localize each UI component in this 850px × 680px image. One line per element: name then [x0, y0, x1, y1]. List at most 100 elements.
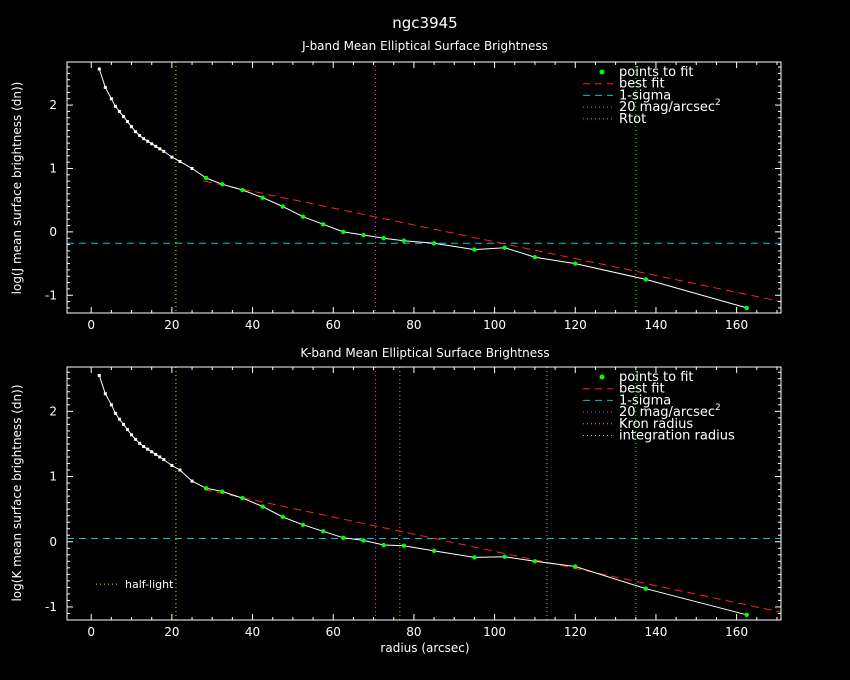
k-best-fit-line — [204, 489, 782, 613]
k-y-tick-label: -1 — [45, 600, 57, 614]
k-legend-label: best fit — [619, 382, 665, 397]
k-fit-point — [203, 486, 209, 491]
k-legend-label: integration radius — [619, 429, 735, 444]
k-fit-point — [401, 543, 407, 548]
k-profile-point — [103, 392, 107, 396]
j-profile-point — [170, 155, 174, 159]
k-legend-label: 20 mag/arcsec2 — [619, 403, 721, 420]
j-x-tick-label: 60 — [326, 318, 341, 332]
k-x-tick-label: 120 — [564, 625, 587, 639]
k-profile-point — [178, 468, 182, 472]
k-legend-label: 1-sigma — [619, 393, 671, 408]
j-fit-point — [341, 229, 346, 235]
j-legend-label: best fit — [619, 77, 665, 92]
k-fit-point — [300, 522, 306, 527]
k-fit-point — [573, 564, 578, 569]
j-x-tick-label: 40 — [245, 318, 260, 332]
j-profile-point — [103, 85, 107, 89]
j-x-tick-label: 160 — [725, 318, 748, 332]
k-half-light-label: half-light — [125, 578, 174, 591]
j-profile-point — [190, 166, 194, 170]
k-fit-point — [502, 554, 507, 559]
j-profile-point — [158, 147, 162, 151]
k-x-tick-label: 160 — [725, 625, 748, 639]
j-y-tick-label: 1 — [49, 161, 57, 175]
j-profile-point — [97, 67, 101, 71]
k-profile-point — [126, 428, 130, 432]
j-fit-point — [532, 255, 538, 260]
j-fit-point — [320, 222, 326, 227]
j-fit-point — [472, 247, 477, 252]
j-legend-label: 1-sigma — [619, 88, 671, 103]
k-legend-superscript: 2 — [715, 403, 721, 413]
k-profile-point — [97, 373, 101, 377]
k-fit-point — [280, 514, 286, 520]
k-profile-point — [130, 433, 134, 437]
k-profile-point — [158, 455, 162, 459]
j-fit-point — [280, 204, 286, 209]
k-x-tick-label: 20 — [164, 625, 179, 639]
k-fit-point — [220, 489, 225, 494]
j-legend-label: Rtot — [619, 112, 646, 127]
k-axes-frame — [66, 366, 782, 621]
j-profile-point — [178, 160, 182, 164]
j-profile-point — [109, 97, 113, 101]
k-band-panel: 0 20 40 60 80 100 120 140 160 -1 0 1 2 points to fitb… — [45, 366, 782, 639]
j-fit-point — [744, 305, 749, 311]
k-fit-point — [320, 529, 326, 534]
k-profile-point — [113, 411, 117, 415]
j-fit-point — [643, 277, 649, 282]
k-y-tick-label: 0 — [49, 535, 57, 549]
k-profile-point — [109, 403, 113, 407]
k-panel-ylabel: log(K mean surface brightness (dn)) — [10, 384, 24, 601]
k-profile-point — [162, 458, 166, 462]
k-panel-title: K-band Mean Elliptical Surface Brightnes… — [300, 346, 549, 360]
j-fit-point — [361, 232, 366, 238]
j-x-tick-label: 120 — [564, 318, 587, 332]
k-profile-point — [121, 422, 125, 426]
k-profile-point — [150, 450, 154, 454]
k-x-tick-label: 0 — [87, 625, 95, 639]
k-legend-label: Kron radius — [619, 417, 693, 432]
k-profile-point — [154, 452, 158, 456]
k-fit-point — [472, 555, 477, 560]
k-x-tick-label: 140 — [644, 625, 667, 639]
j-profile-point — [154, 144, 158, 148]
k-legend-label: points to fit — [619, 370, 694, 385]
j-y-tick-label: 2 — [49, 98, 57, 112]
j-profile-point — [142, 137, 146, 141]
j-band-panel: 0 20 40 60 80 100 120 140 160 -1 0 1 2 points to fitb… — [45, 61, 782, 332]
k-fit-point — [643, 586, 649, 591]
j-legend-label: points to fit — [619, 65, 694, 80]
j-fit-point — [502, 245, 507, 250]
x-axis-label: radius (arcsec) — [380, 641, 469, 655]
j-fit-point — [431, 241, 437, 246]
k-x-tick-label: 100 — [483, 625, 506, 639]
j-profile-point — [138, 134, 142, 138]
j-panel-ylabel: log(J mean surface brightness (dn)) — [10, 82, 24, 295]
j-fit-point — [260, 195, 265, 200]
k-profile-point — [146, 447, 150, 451]
j-x-tick-label: 100 — [483, 318, 506, 332]
k-legend-point-marker — [599, 374, 605, 380]
j-profile-point — [126, 120, 130, 124]
j-profile-point — [134, 130, 138, 134]
j-profile-point — [150, 142, 154, 146]
j-x-tick-label: 20 — [164, 318, 179, 332]
k-fit-point — [381, 542, 386, 548]
j-profile-point — [117, 109, 121, 113]
k-fit-point — [361, 538, 366, 543]
k-profile-point — [190, 479, 194, 483]
k-x-tick-label: 60 — [326, 625, 341, 639]
k-profile-point — [134, 437, 138, 441]
j-y-tick-label: 0 — [49, 225, 57, 239]
j-fit-point — [240, 187, 245, 193]
j-x-tick-label: 140 — [644, 318, 667, 332]
k-fit-point — [532, 559, 538, 564]
k-x-tick-label: 40 — [245, 625, 260, 639]
k-profile-point — [138, 441, 142, 445]
j-y-tick-label: -1 — [45, 288, 57, 302]
k-y-tick-label: 2 — [49, 404, 57, 418]
j-panel-title: J-band Mean Elliptical Surface Brightnes… — [301, 39, 548, 53]
